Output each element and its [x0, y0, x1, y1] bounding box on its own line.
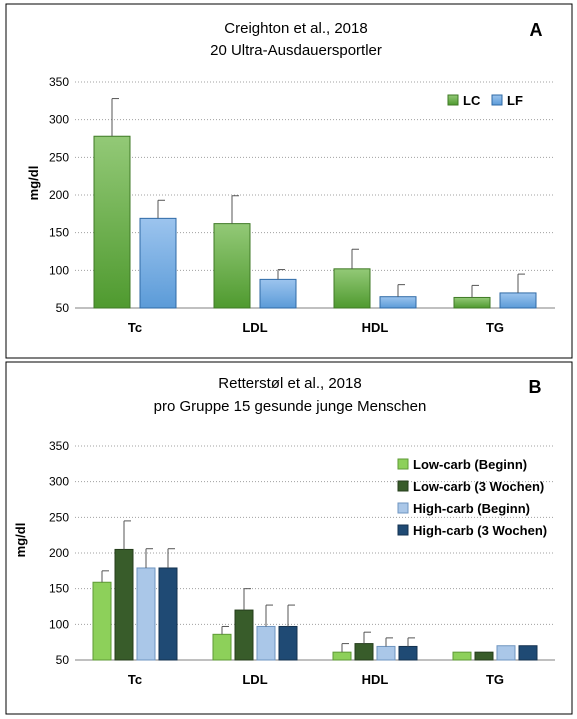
x-tick-label: LDL	[242, 672, 267, 687]
y-tick-label: 100	[49, 617, 69, 631]
panel-a-title: Creighton et al., 2018	[224, 20, 367, 37]
bar	[333, 268, 371, 309]
x-tick-label: TG	[486, 320, 504, 335]
y-tick-label: 300	[49, 113, 69, 127]
panel-b-subtitle: pro Gruppe 15 gesunde junge Menschen	[154, 398, 427, 415]
x-tick-label: LDL	[242, 320, 267, 335]
bar	[379, 296, 417, 309]
legend-label: LC	[463, 93, 481, 108]
bar	[139, 217, 177, 309]
panel-a-letter: A	[530, 20, 543, 40]
x-tick-label: Tc	[128, 320, 142, 335]
legend-swatch	[491, 94, 503, 106]
y-tick-label: 50	[56, 301, 70, 315]
y-tick-label: 350	[49, 439, 69, 453]
panel-a: Creighton et al., 2018 20 Ultra-Ausdauer…	[5, 3, 573, 359]
bar	[114, 548, 134, 661]
y-tick-label: 200	[49, 188, 69, 202]
panel-a-plot: 50 100 150 200 250 300 350 Tc LDL HDL TG LC LF	[49, 75, 555, 335]
x-tick-label: Tc	[128, 672, 142, 687]
bar	[93, 135, 131, 309]
bar	[212, 633, 232, 661]
y-tick-label: 350	[49, 75, 69, 89]
bar	[234, 609, 254, 661]
bar	[474, 651, 494, 661]
bar	[256, 625, 276, 661]
bar	[398, 645, 418, 661]
y-tick-label: 200	[49, 546, 69, 560]
bar	[453, 296, 491, 309]
y-tick-label: 250	[49, 510, 69, 524]
bar	[278, 625, 298, 661]
panel-b-plot: 50 100 150 200 250 300 350 Tc LDL HDL TG Low-carb (…	[49, 439, 555, 687]
panel-b-letter: B	[529, 377, 542, 397]
bar	[452, 651, 472, 661]
legend-swatch	[447, 94, 459, 106]
bar	[158, 567, 178, 661]
panel-a-y-axis-label: mg/dl	[26, 166, 41, 201]
y-tick-label: 250	[49, 150, 69, 164]
panel-a-subtitle: 20 Ultra-Ausdauersportler	[210, 42, 382, 59]
legend-swatch	[397, 502, 409, 514]
bar	[136, 567, 156, 661]
legend-swatch	[397, 458, 409, 470]
legend-label: LF	[507, 93, 523, 108]
panel-b-y-axis-label: mg/dl	[13, 523, 28, 558]
legend-label: Low-carb (3 Wochen)	[413, 479, 544, 494]
legend-swatch	[397, 524, 409, 536]
legend-label: Low-carb (Beginn)	[413, 457, 527, 472]
legend-swatch	[397, 480, 409, 492]
bar	[499, 292, 537, 309]
bar	[92, 581, 112, 661]
y-tick-label: 150	[49, 582, 69, 596]
y-tick-label: 100	[49, 263, 69, 277]
bar	[496, 645, 516, 661]
bar	[354, 643, 374, 661]
x-tick-label: HDL	[362, 672, 389, 687]
bar	[213, 223, 251, 309]
y-tick-label: 150	[49, 226, 69, 240]
panel-b-title: Retterstøl et al., 2018	[218, 375, 361, 392]
x-tick-label: HDL	[362, 320, 389, 335]
legend-label: High-carb (Beginn)	[413, 501, 530, 516]
panel-b: Retterstøl et al., 2018 pro Gruppe 15 ge…	[5, 361, 573, 715]
y-tick-label: 300	[49, 475, 69, 489]
bar	[518, 645, 538, 661]
bar	[332, 651, 352, 661]
legend-label: High-carb (3 Wochen)	[413, 523, 547, 538]
bar	[259, 278, 297, 309]
bar	[376, 645, 396, 661]
y-tick-label: 50	[56, 653, 70, 667]
x-tick-label: TG	[486, 672, 504, 687]
